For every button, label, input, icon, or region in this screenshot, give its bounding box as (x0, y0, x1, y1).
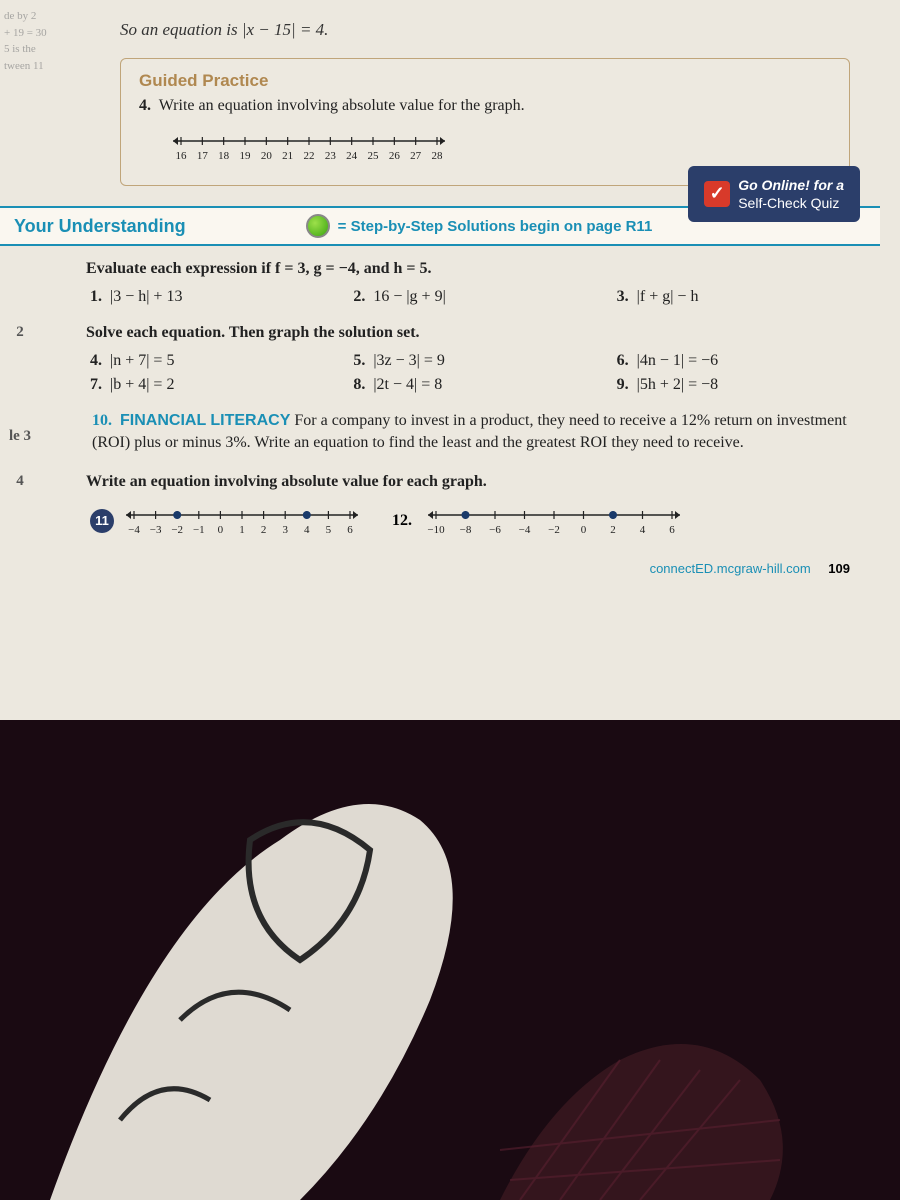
svg-text:4: 4 (640, 524, 646, 536)
guided-question: 4. Write an equation involving absolute … (139, 97, 831, 115)
margin-frag-3: 5 is the (4, 41, 70, 58)
svg-text:23: 23 (325, 150, 337, 162)
problem-2: 2. 16 − |g + 9| (353, 288, 616, 306)
problem-7: 7. |b + 4| = 2 (90, 376, 353, 394)
problem-11: 11 −4 −3 −2 −1 0 1 2 3 4 5 6 (90, 501, 362, 541)
p11-num: 11 (90, 509, 114, 533)
graph-row: 11 −4−3−2−10123456 12. −10−8−6−4−20246 (90, 501, 880, 541)
svg-text:0: 0 (581, 524, 587, 536)
evaluate-instructions: Evaluate each expression if f = 3, g = −… (86, 260, 880, 278)
footer-url: connectED.mcgraw-hill.com (650, 561, 811, 576)
example-tag-2: 2 (2, 324, 38, 341)
svg-text:0: 0 (218, 524, 224, 536)
example-tag-3: le 3 (2, 428, 38, 445)
guided-q-text: Write an equation involving absolute val… (159, 97, 525, 114)
svg-text:3: 3 (282, 524, 288, 536)
problem-9: 9. |5h + 2| = −8 (617, 376, 880, 394)
svg-text:24: 24 (346, 150, 358, 162)
svg-text:6: 6 (347, 524, 353, 536)
solve-row1: 4. |n + 7| = 5 5. |3z − 3| = 9 6. |4n − … (90, 352, 880, 370)
eval-row: 1. |3 − h| + 13 2. 16 − |g + 9| 3. |f + … (90, 288, 880, 306)
check-icon: ✓ (704, 181, 730, 207)
problem-8: 8. |2t − 4| = 8 (353, 376, 616, 394)
online-line1: Go Online! for a (738, 176, 844, 194)
graph-instructions: Write an equation involving absolute val… (86, 473, 880, 491)
svg-text:2: 2 (261, 524, 267, 536)
problem-5: 5. |3z − 3| = 9 (353, 352, 616, 370)
section-header: ✓ Go Online! for a Self-Check Quiz Your … (0, 206, 880, 246)
guided-title: Guided Practice (139, 71, 831, 91)
bottom-photo-region (0, 720, 900, 1200)
footer-page: 109 (828, 561, 850, 576)
svg-text:−10: −10 (427, 524, 445, 536)
svg-text:17: 17 (197, 150, 209, 162)
go-online-badge: ✓ Go Online! for a Self-Check Quiz (688, 166, 860, 222)
svg-text:4: 4 (304, 524, 310, 536)
svg-text:−2: −2 (548, 524, 560, 536)
svg-text:26: 26 (389, 150, 401, 162)
problem-12: 12. −10 −8 −6 −4 −2 0 2 4 6 (392, 501, 684, 541)
problem-6: 6. |4n − 1| = −6 (617, 352, 880, 370)
page-footer: connectED.mcgraw-hill.com 109 (80, 561, 850, 576)
svg-text:−8: −8 (460, 524, 472, 536)
svg-text:5: 5 (326, 524, 332, 536)
svg-text:1: 1 (239, 524, 245, 536)
svg-text:25: 25 (368, 150, 380, 162)
svg-text:6: 6 (669, 524, 675, 536)
margin-frag-4: tween 11 (4, 58, 70, 75)
margin-frag-1: de by 2 (4, 8, 70, 25)
wp-num: 10. (92, 412, 112, 429)
svg-text:−1: −1 (193, 524, 205, 536)
svg-text:−4: −4 (519, 524, 531, 536)
svg-text:2: 2 (610, 524, 616, 536)
guided-q-num: 4. (139, 97, 151, 114)
svg-text:21: 21 (282, 150, 293, 162)
left-margin-fragments: de by 2 + 19 = 30 5 is the tween 11 (0, 0, 70, 720)
svg-text:18: 18 (218, 150, 230, 162)
word-problem-10: 10. FINANCIAL LITERACY For a company to … (92, 410, 870, 455)
p12-num: 12. (392, 512, 412, 530)
margin-frag-2: + 19 = 30 (4, 25, 70, 42)
green-dot-icon (306, 214, 330, 238)
svg-text:−2: −2 (171, 524, 183, 536)
section-title: Your Understanding (14, 216, 186, 237)
svg-text:19: 19 (240, 150, 252, 162)
step-solutions-label: = Step-by-Step Solutions begin on page R… (338, 218, 653, 235)
svg-text:22: 22 (304, 150, 315, 162)
wp-tag: FINANCIAL LITERACY (120, 412, 290, 429)
online-line2: Self-Check Quiz (738, 194, 844, 212)
svg-text:28: 28 (432, 150, 444, 162)
svg-text:−4: −4 (128, 524, 140, 536)
svg-text:−3: −3 (150, 524, 162, 536)
problem-4: 4. |n + 7| = 5 (90, 352, 353, 370)
svg-text:16: 16 (176, 150, 188, 162)
solve-instructions: Solve each equation. Then graph the solu… (86, 324, 880, 342)
svg-text:−6: −6 (489, 524, 501, 536)
problem-1: 1. |3 − h| + 13 (90, 288, 353, 306)
svg-text:27: 27 (410, 150, 422, 162)
svg-text:20: 20 (261, 150, 273, 162)
guided-number-line: 16 17 18 19 20 21 22 23 24 25 26 27 28 (169, 127, 831, 167)
example-tag-4: 4 (2, 473, 38, 490)
solve-row2: 7. |b + 4| = 2 8. |2t − 4| = 8 9. |5h + … (90, 376, 880, 394)
intro-equation: So an equation is |x − 15| = 4. (120, 20, 880, 40)
problem-3: 3. |f + g| − h (617, 288, 880, 306)
